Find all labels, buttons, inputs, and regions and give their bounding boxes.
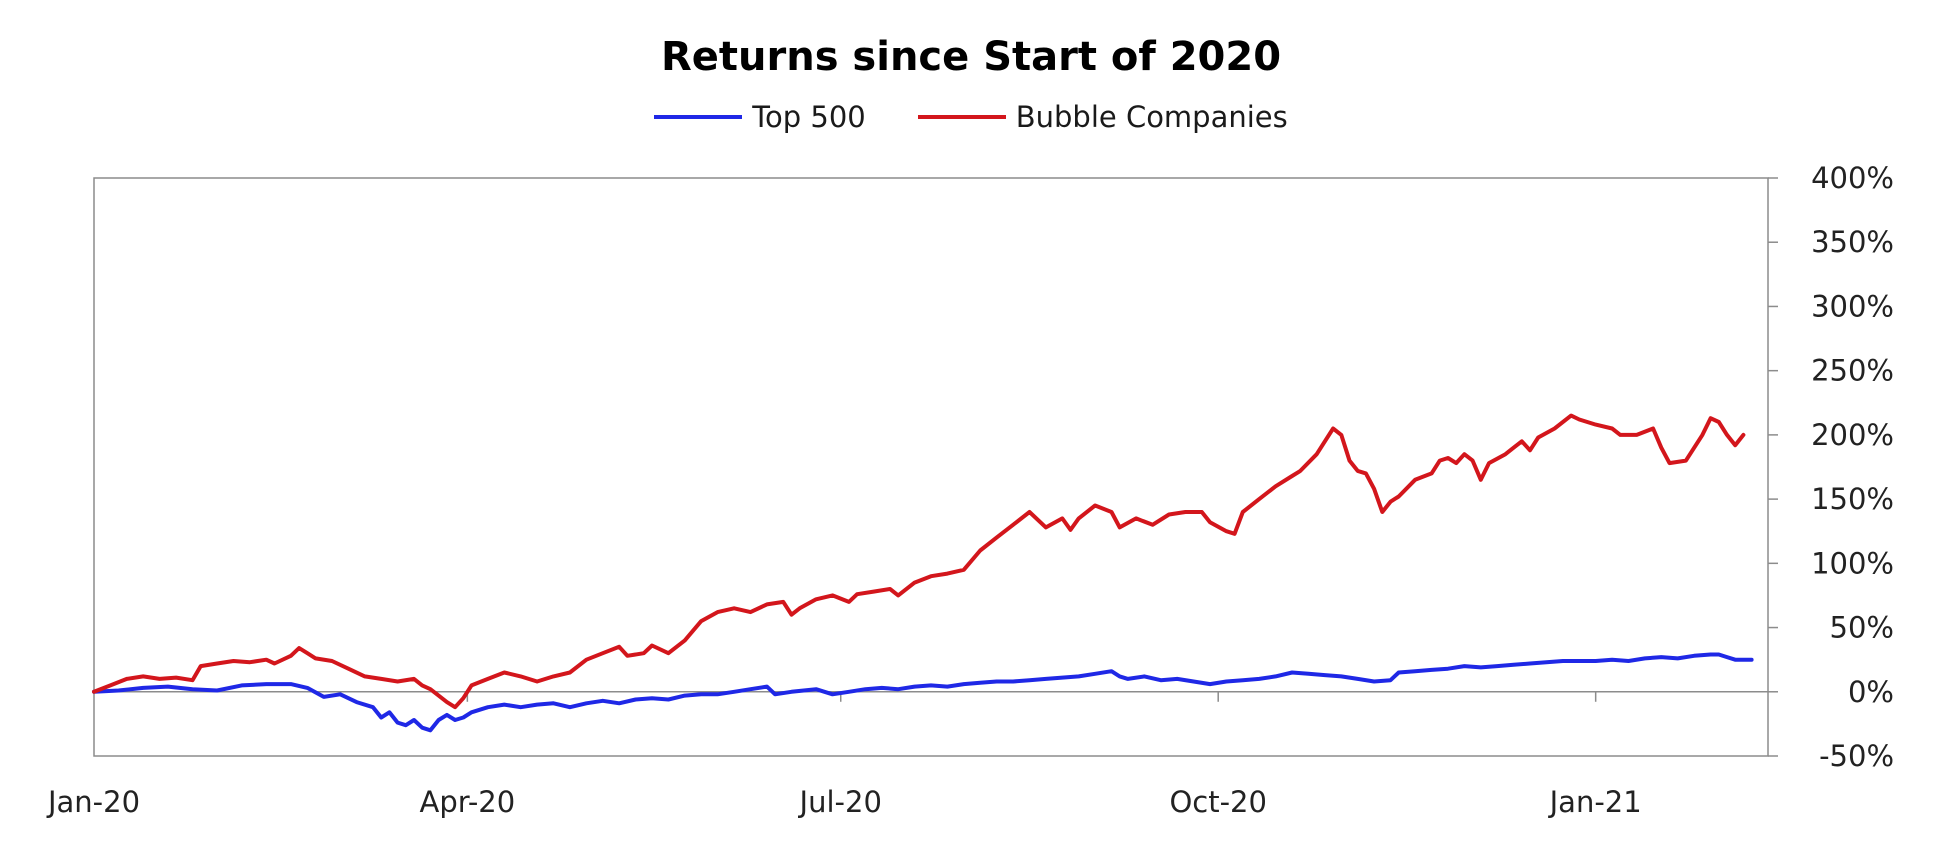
x-tick-label: Jan-21 xyxy=(1548,785,1642,819)
legend-swatch-top500 xyxy=(654,115,743,119)
y-tick-label: 250% xyxy=(1811,354,1894,388)
legend: Top 500 Bubble Companies xyxy=(0,100,1942,134)
x-tick-label: Jan-20 xyxy=(46,785,140,819)
legend-item-top500: Top 500 xyxy=(654,100,866,134)
y-tick-label: 300% xyxy=(1811,289,1894,323)
x-tick-label: Jul-20 xyxy=(798,785,882,819)
y-tick-label: 350% xyxy=(1811,225,1894,259)
legend-item-bubble: Bubble Companies xyxy=(917,100,1288,134)
y-tick-label: 400% xyxy=(1811,161,1894,195)
y-tick-label: -50% xyxy=(1819,739,1894,773)
x-tick-label: Apr-20 xyxy=(420,785,516,819)
y-tick-label: 50% xyxy=(1830,611,1894,645)
y-tick-label: 200% xyxy=(1811,418,1894,452)
legend-swatch-bubble xyxy=(917,115,1006,119)
series-line-top500 xyxy=(92,652,1754,733)
y-tick-label: 150% xyxy=(1811,482,1894,516)
y-tick-label: 0% xyxy=(1848,675,1894,709)
plot-frame xyxy=(93,177,1769,757)
x-tick-label: Oct-20 xyxy=(1169,785,1267,819)
legend-label-top500: Top 500 xyxy=(752,100,866,134)
chart-title: Returns since Start of 2020 xyxy=(660,34,1282,80)
y-tick-label: 100% xyxy=(1811,546,1894,580)
legend-label-bubble: Bubble Companies xyxy=(1015,100,1288,134)
series-line-bubble xyxy=(92,413,1746,710)
